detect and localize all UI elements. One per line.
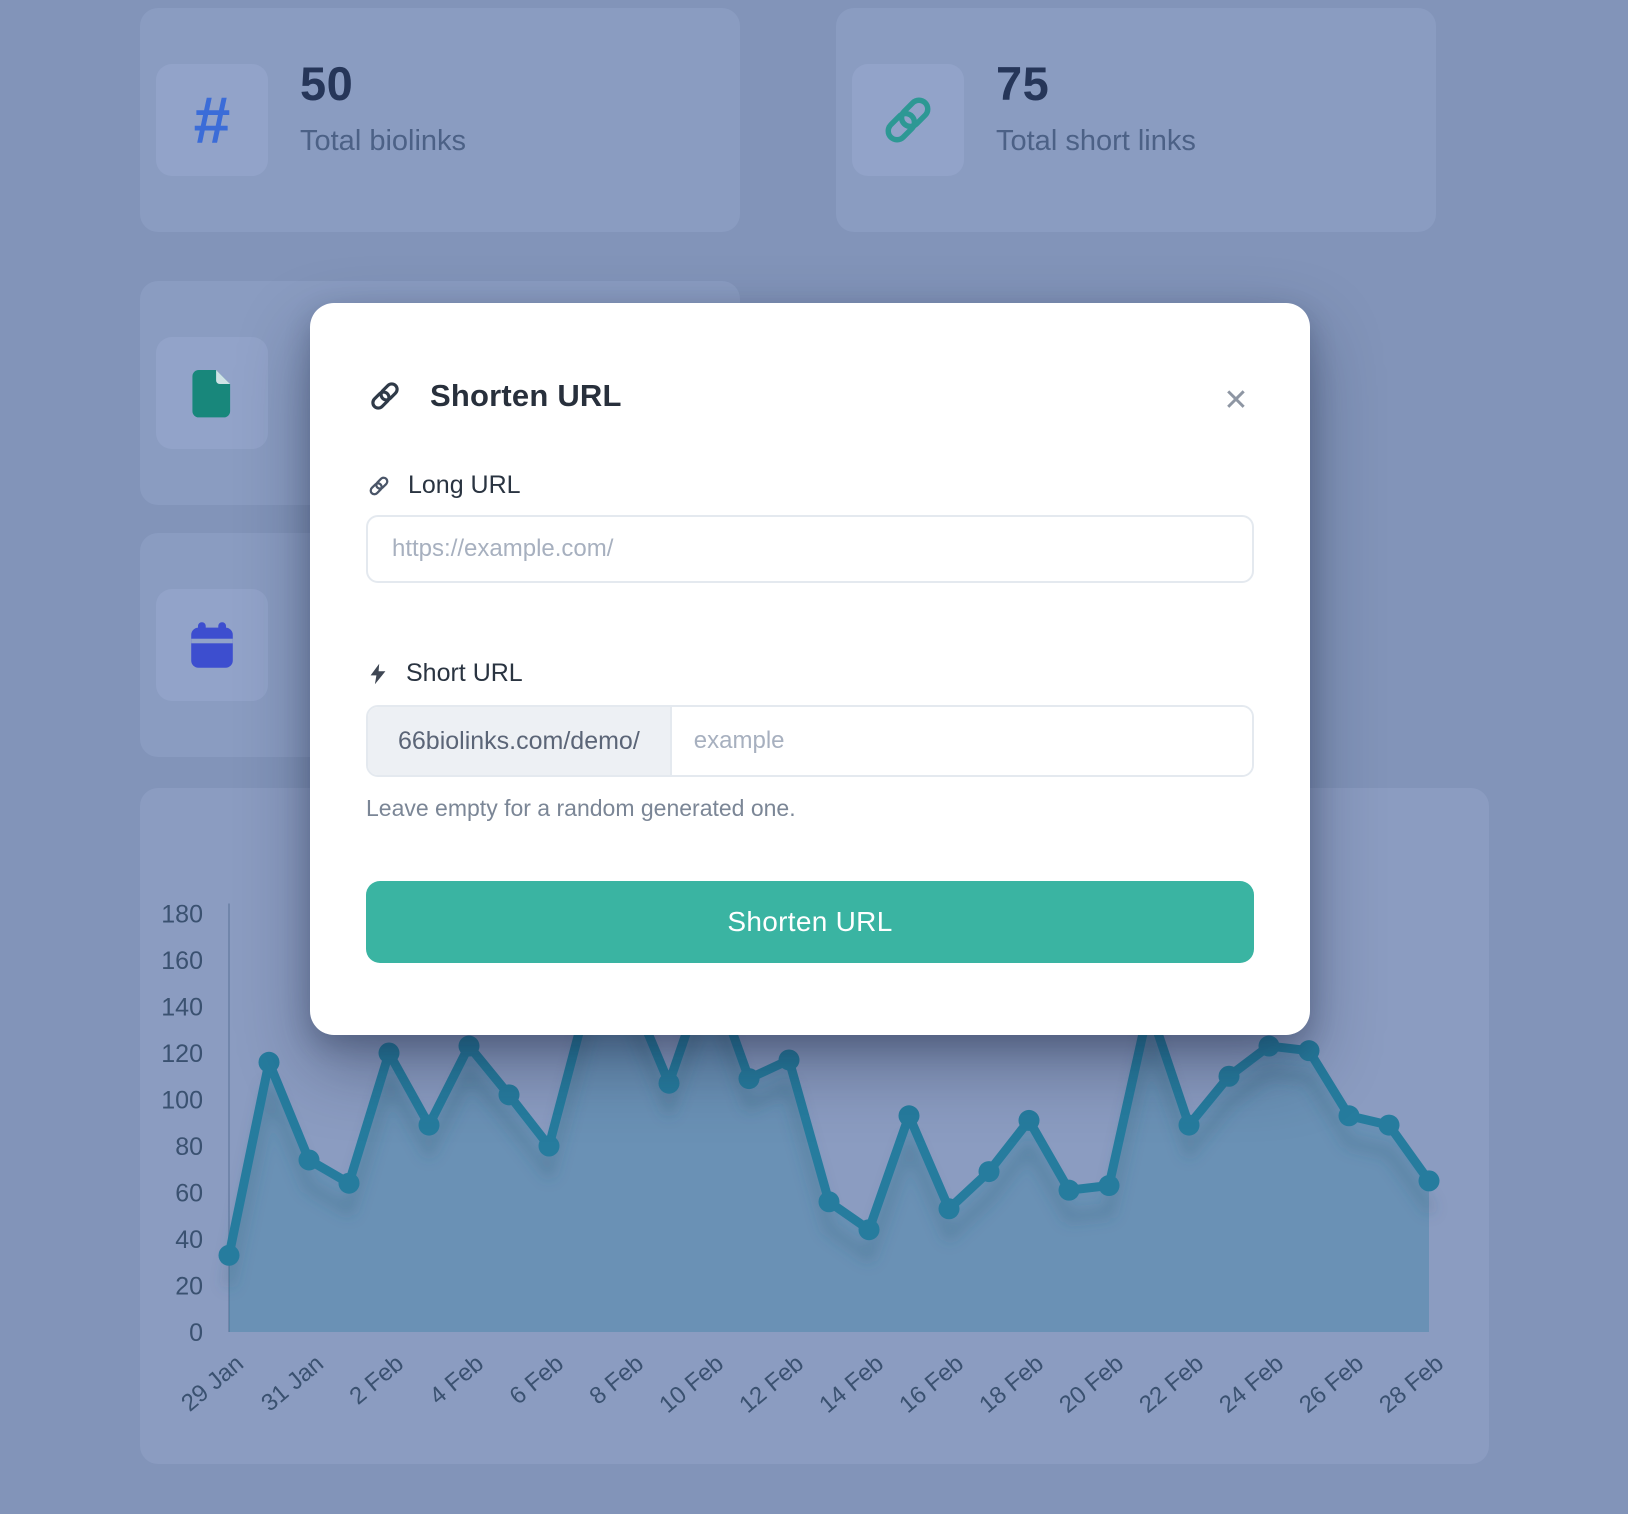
- link-icon: [371, 382, 399, 410]
- svg-text:140: 140: [161, 994, 203, 1022]
- svg-text:29 Jan: 29 Jan: [176, 1350, 249, 1417]
- modal-title: Shorten URL: [430, 378, 622, 413]
- svg-text:14 Feb: 14 Feb: [814, 1350, 889, 1419]
- svg-text:31 Jan: 31 Jan: [256, 1350, 329, 1417]
- svg-text:6 Feb: 6 Feb: [504, 1350, 568, 1410]
- clicks-line-chart: 0 20 40 60 80 100 120 140 160 180 29 Jan 31 Jan 2 Fe…: [161, 901, 1449, 1419]
- svg-text:40: 40: [175, 1226, 203, 1254]
- svg-text:22 Feb: 22 Feb: [1134, 1350, 1209, 1419]
- link-icon: [852, 64, 964, 176]
- svg-text:2 Feb: 2 Feb: [344, 1350, 408, 1410]
- short-url-helper-text: Leave empty for a random generated one.: [366, 795, 796, 821]
- close-icon[interactable]: ✕: [1214, 379, 1258, 423]
- svg-text:180: 180: [161, 901, 203, 929]
- stat-card-total-biolinks: # 50 Total biolinks: [140, 8, 740, 232]
- shorten-url-modal: Shorten URL ✕ Long URL Short URL 66bioli…: [310, 303, 1310, 1035]
- svg-text:80: 80: [175, 1133, 203, 1161]
- short-url-domain-prefix: 66biolinks.com/demo/: [368, 707, 672, 775]
- svg-text:4 Feb: 4 Feb: [424, 1350, 488, 1410]
- short-url-input[interactable]: [671, 707, 1252, 775]
- svg-text:10 Feb: 10 Feb: [654, 1350, 729, 1419]
- svg-text:100: 100: [161, 1087, 203, 1115]
- stat-card-total-short-links: 75 Total short links: [836, 8, 1436, 232]
- total-biolinks-value: 50: [300, 57, 354, 110]
- svg-text:18 Feb: 18 Feb: [974, 1350, 1049, 1419]
- svg-text:28 Feb: 28 Feb: [1374, 1350, 1449, 1419]
- svg-text:24 Feb: 24 Feb: [1214, 1350, 1289, 1419]
- svg-text:20: 20: [175, 1273, 203, 1301]
- svg-text:20 Feb: 20 Feb: [1054, 1350, 1129, 1419]
- short-url-label: Short URL: [406, 659, 523, 687]
- file-icon: [156, 337, 268, 449]
- svg-text:160: 160: [161, 947, 203, 975]
- total-short-links-value: 75: [996, 57, 1050, 110]
- long-url-input[interactable]: [366, 515, 1254, 583]
- long-url-label: Long URL: [408, 471, 521, 499]
- total-short-links-label: Total short links: [996, 125, 1196, 157]
- calendar-icon: [156, 589, 268, 701]
- svg-text:0: 0: [189, 1319, 203, 1347]
- bolt-icon: [370, 663, 386, 684]
- svg-text:60: 60: [175, 1180, 203, 1208]
- svg-text:120: 120: [161, 1040, 203, 1068]
- total-biolinks-label: Total biolinks: [300, 125, 467, 157]
- svg-text:26 Feb: 26 Feb: [1294, 1350, 1369, 1419]
- shorten-url-button[interactable]: Shorten URL: [366, 881, 1254, 963]
- svg-text:8 Feb: 8 Feb: [584, 1350, 648, 1410]
- svg-text:16 Feb: 16 Feb: [894, 1350, 969, 1419]
- short-url-input-group: 66biolinks.com/demo/: [366, 705, 1254, 777]
- svg-text:12 Feb: 12 Feb: [734, 1350, 809, 1419]
- link-icon: [369, 476, 389, 495]
- hash-icon: #: [156, 64, 268, 176]
